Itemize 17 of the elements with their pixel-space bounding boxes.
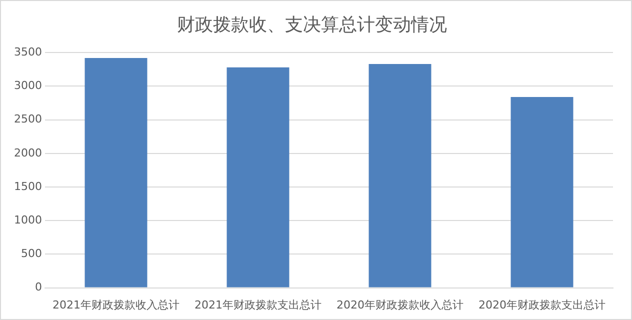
x-tick-label: 2020年财政拨款支出总计	[478, 298, 606, 312]
y-tick-label: 0	[34, 280, 42, 294]
y-tick-label: 1000	[14, 213, 42, 226]
y-tick-label: 2000	[14, 146, 42, 160]
bar	[84, 58, 148, 288]
y-tick-label: 1500	[14, 180, 42, 193]
bar	[368, 64, 432, 288]
x-tick-label: 2021年财政拨款支出总计	[194, 298, 322, 312]
x-tick-label: 2020年财政拨款收入总计	[336, 298, 464, 312]
chart-title: 财政拨款收、支决算总计变动情况	[177, 14, 447, 36]
bar	[226, 67, 290, 288]
y-tick-label: 3000	[14, 79, 42, 92]
y-tick-label: 2500	[14, 112, 42, 126]
y-tick-label: 500	[20, 247, 42, 260]
x-tick-label: 2021年财政拨款收入总计	[52, 298, 180, 312]
bar	[510, 96, 574, 288]
y-tick-label: 3500	[14, 45, 42, 58]
